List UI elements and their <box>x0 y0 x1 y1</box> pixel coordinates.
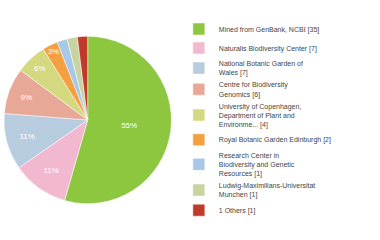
svg-text:11%: 11% <box>43 166 58 175</box>
svg-text:11%: 11% <box>19 132 34 141</box>
svg-text:55%: 55% <box>121 121 137 130</box>
svg-text:1 Others [1]: 1 Others [1] <box>219 207 256 215</box>
svg-text:Ludwig-Maximilians-Universitat: Ludwig-Maximilians-UniversitatMunchen [1… <box>219 182 316 199</box>
svg-text:University of Copenhagen,Depar: University of Copenhagen,Department of P… <box>219 103 302 129</box>
svg-text:Research Center inBiodiversity: Research Center inBiodiversity and Genet… <box>219 152 295 178</box>
svg-text:Royal Botanic Garden Edinburgh: Royal Botanic Garden Edinburgh [2] <box>219 136 331 144</box>
svg-text:National Botanic Garden ofWale: National Botanic Garden ofWales [7] <box>219 60 303 77</box>
svg-text:Mined from GenBank, NCBI [35]: Mined from GenBank, NCBI [35] <box>219 26 319 34</box>
svg-text:6%: 6% <box>34 64 46 73</box>
svg-text:9%: 9% <box>20 93 32 102</box>
svg-text:3%: 3% <box>48 47 59 56</box>
svg-text:Naturalis Biodiversity Center: Naturalis Biodiversity Center [7] <box>219 45 317 53</box>
svg-text:Centre for BiodiversityGenomic: Centre for BiodiversityGenomics [6] <box>219 81 288 98</box>
